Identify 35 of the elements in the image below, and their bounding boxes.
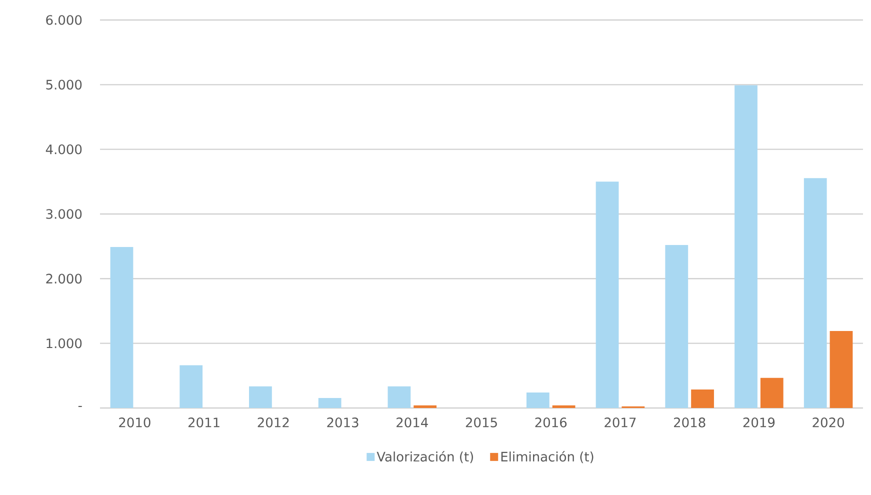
y-tick-label: 6.000 <box>46 15 82 25</box>
bar <box>830 331 853 408</box>
x-tick-label: 2014 <box>396 418 428 428</box>
y-tick-label: 2.000 <box>46 274 82 284</box>
x-tick-label: 2017 <box>604 418 636 428</box>
bar <box>804 178 827 408</box>
x-tick-label: 2018 <box>674 418 706 428</box>
y-tick-label: - <box>78 406 82 407</box>
legend-label: Valorización (t) <box>376 450 474 464</box>
bar <box>665 245 688 408</box>
bar <box>760 378 784 408</box>
x-tick-label: 2010 <box>119 418 150 428</box>
bar <box>318 398 342 408</box>
bar <box>734 85 758 408</box>
x-tick-label: 2020 <box>812 418 844 428</box>
bar <box>414 405 437 408</box>
y-tick-label: 4.000 <box>46 144 82 154</box>
bar <box>249 386 272 408</box>
legend-label: Eliminación (t) <box>501 450 594 464</box>
y-tick-label: 5.000 <box>46 80 82 90</box>
x-tick-label: 2012 <box>258 418 289 428</box>
bar <box>180 365 203 408</box>
x-tick-label: 2011 <box>188 418 220 428</box>
y-tick-label: 1.000 <box>46 338 82 348</box>
bar <box>552 405 576 408</box>
x-tick-label: 2019 <box>743 418 775 428</box>
bar <box>110 246 134 408</box>
bar <box>526 392 550 408</box>
x-tick-label: 2016 <box>535 418 567 428</box>
x-tick-label: 2013 <box>327 418 358 428</box>
y-tick-label: 3.000 <box>46 209 82 219</box>
bar <box>388 386 411 408</box>
x-tick-label: 2015 <box>466 418 497 428</box>
bar <box>691 390 714 408</box>
bar <box>596 182 619 408</box>
